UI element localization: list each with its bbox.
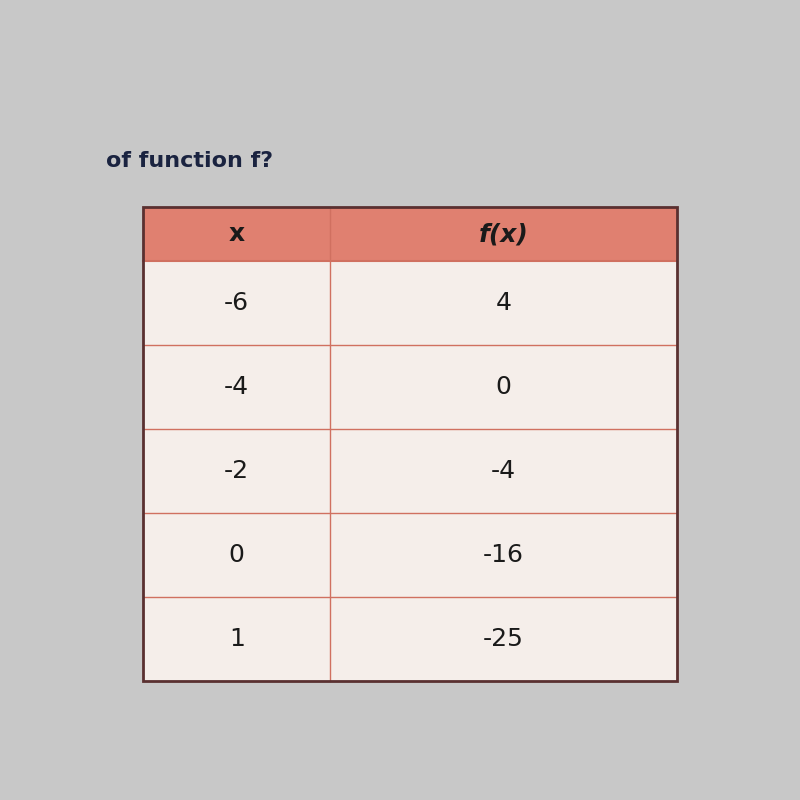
Text: 0: 0: [229, 543, 245, 567]
Bar: [143, 207, 677, 682]
Text: -6: -6: [224, 291, 250, 315]
Text: -25: -25: [483, 627, 524, 651]
Text: x: x: [229, 222, 245, 246]
Text: -4: -4: [224, 375, 250, 399]
Text: -16: -16: [483, 543, 524, 567]
Text: -2: -2: [224, 459, 250, 483]
Text: -4: -4: [490, 459, 516, 483]
Text: f(x): f(x): [478, 222, 528, 246]
Bar: [143, 207, 677, 262]
Text: of function f?: of function f?: [106, 150, 274, 170]
Text: 1: 1: [229, 627, 245, 651]
Bar: [143, 207, 677, 682]
Text: 4: 4: [495, 291, 511, 315]
Text: 0: 0: [495, 375, 511, 399]
